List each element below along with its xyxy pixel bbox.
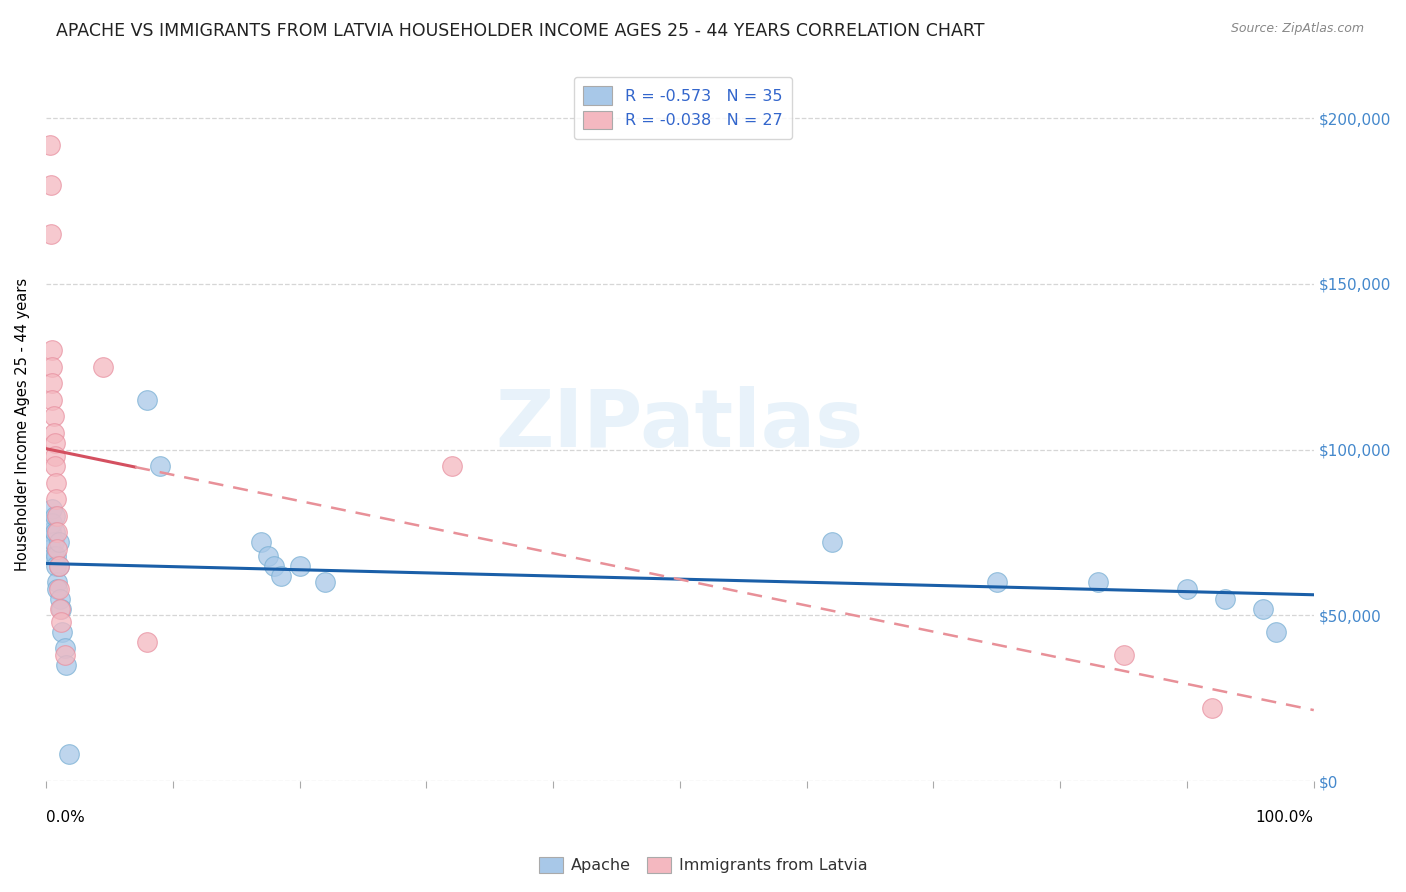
- Point: [1264, 624, 1286, 639]
- Point: [48, 558, 70, 573]
- Point: [45, 492, 67, 507]
- Legend: Apache, Immigrants from Latvia: Apache, Immigrants from Latvia: [533, 850, 873, 880]
- Point: [149, 459, 172, 474]
- Point: [136, 392, 159, 407]
- Text: 100.0%: 100.0%: [1256, 810, 1313, 824]
- Point: [46, 542, 69, 557]
- Point: [44, 525, 66, 540]
- Point: [46, 525, 69, 540]
- Point: [46, 508, 69, 523]
- Point: [1175, 582, 1198, 596]
- Point: [821, 535, 844, 549]
- Point: [46, 575, 69, 590]
- Point: [45, 475, 67, 490]
- Point: [440, 459, 463, 474]
- Point: [41, 516, 63, 530]
- Point: [44, 459, 66, 474]
- Point: [46, 582, 69, 596]
- Point: [42, 409, 65, 424]
- Point: [288, 558, 311, 573]
- Point: [53, 648, 76, 662]
- Point: [39, 227, 62, 242]
- Point: [49, 591, 72, 606]
- Point: [53, 641, 76, 656]
- Text: 0.0%: 0.0%: [46, 810, 84, 824]
- Point: [48, 558, 70, 573]
- Point: [39, 525, 62, 540]
- Point: [256, 549, 278, 563]
- Point: [91, 359, 114, 374]
- Point: [1201, 701, 1223, 715]
- Point: [1087, 575, 1109, 590]
- Point: [42, 425, 65, 440]
- Point: [42, 549, 65, 563]
- Point: [42, 535, 65, 549]
- Point: [136, 635, 159, 649]
- Point: [250, 535, 273, 549]
- Point: [314, 575, 336, 590]
- Point: [44, 449, 66, 463]
- Legend: R = -0.573   N = 35, R = -0.038   N = 27: R = -0.573 N = 35, R = -0.038 N = 27: [574, 77, 792, 139]
- Point: [1213, 591, 1236, 606]
- Point: [45, 558, 67, 573]
- Point: [51, 615, 73, 629]
- Point: [39, 178, 62, 192]
- Point: [44, 436, 66, 450]
- Point: [41, 359, 63, 374]
- Point: [41, 502, 63, 516]
- Point: [48, 582, 70, 596]
- Point: [55, 658, 77, 673]
- Point: [41, 376, 63, 391]
- Point: [41, 392, 63, 407]
- Point: [45, 549, 67, 563]
- Point: [41, 343, 63, 358]
- Point: [51, 601, 73, 615]
- Point: [48, 535, 70, 549]
- Point: [51, 624, 73, 639]
- Text: ZIPatlas: ZIPatlas: [496, 385, 865, 464]
- Point: [263, 558, 285, 573]
- Point: [270, 568, 292, 582]
- Point: [1112, 648, 1135, 662]
- Text: APACHE VS IMMIGRANTS FROM LATVIA HOUSEHOLDER INCOME AGES 25 - 44 YEARS CORRELATI: APACHE VS IMMIGRANTS FROM LATVIA HOUSEHO…: [56, 22, 984, 40]
- Point: [1251, 601, 1274, 615]
- Y-axis label: Householder Income Ages 25 - 44 years: Householder Income Ages 25 - 44 years: [15, 278, 30, 571]
- Text: Source: ZipAtlas.com: Source: ZipAtlas.com: [1230, 22, 1364, 36]
- Point: [44, 508, 66, 523]
- Point: [49, 601, 72, 615]
- Point: [39, 542, 62, 557]
- Point: [986, 575, 1008, 590]
- Point: [58, 747, 80, 762]
- Point: [38, 137, 60, 152]
